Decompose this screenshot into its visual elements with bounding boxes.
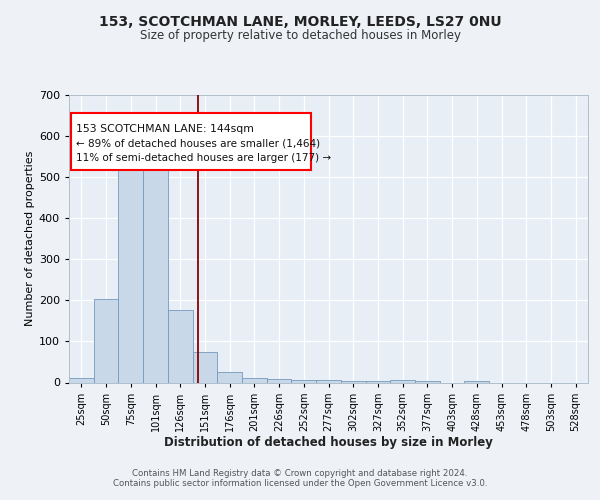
Text: 153 SCOTCHMAN LANE: 144sqm: 153 SCOTCHMAN LANE: 144sqm	[76, 124, 253, 134]
Bar	[217, 372, 242, 382]
Text: Contains public sector information licensed under the Open Government Licence v3: Contains public sector information licen…	[113, 479, 487, 488]
Bar	[143, 152, 168, 382]
Bar	[390, 380, 415, 382]
Text: 153, SCOTCHMAN LANE, MORLEY, LEEDS, LS27 0NU: 153, SCOTCHMAN LANE, MORLEY, LEEDS, LS27…	[98, 16, 502, 30]
Bar	[316, 380, 341, 382]
Y-axis label: Number of detached properties: Number of detached properties	[25, 151, 35, 326]
Text: Size of property relative to detached houses in Morley: Size of property relative to detached ho…	[139, 30, 461, 43]
Text: ← 89% of detached houses are smaller (1,464): ← 89% of detached houses are smaller (1,…	[76, 138, 320, 148]
Bar	[168, 310, 193, 382]
Bar	[94, 298, 118, 382]
Bar	[242, 378, 267, 382]
Bar	[464, 381, 489, 382]
Text: Distribution of detached houses by size in Morley: Distribution of detached houses by size …	[164, 436, 493, 449]
Bar	[365, 381, 390, 382]
Text: Contains HM Land Registry data © Crown copyright and database right 2024.: Contains HM Land Registry data © Crown c…	[132, 470, 468, 478]
Bar	[69, 378, 94, 382]
Bar	[193, 352, 217, 382]
Bar	[292, 380, 316, 382]
Bar	[118, 155, 143, 382]
Text: 11% of semi-detached houses are larger (177) →: 11% of semi-detached houses are larger (…	[76, 154, 331, 164]
Bar	[267, 379, 292, 382]
